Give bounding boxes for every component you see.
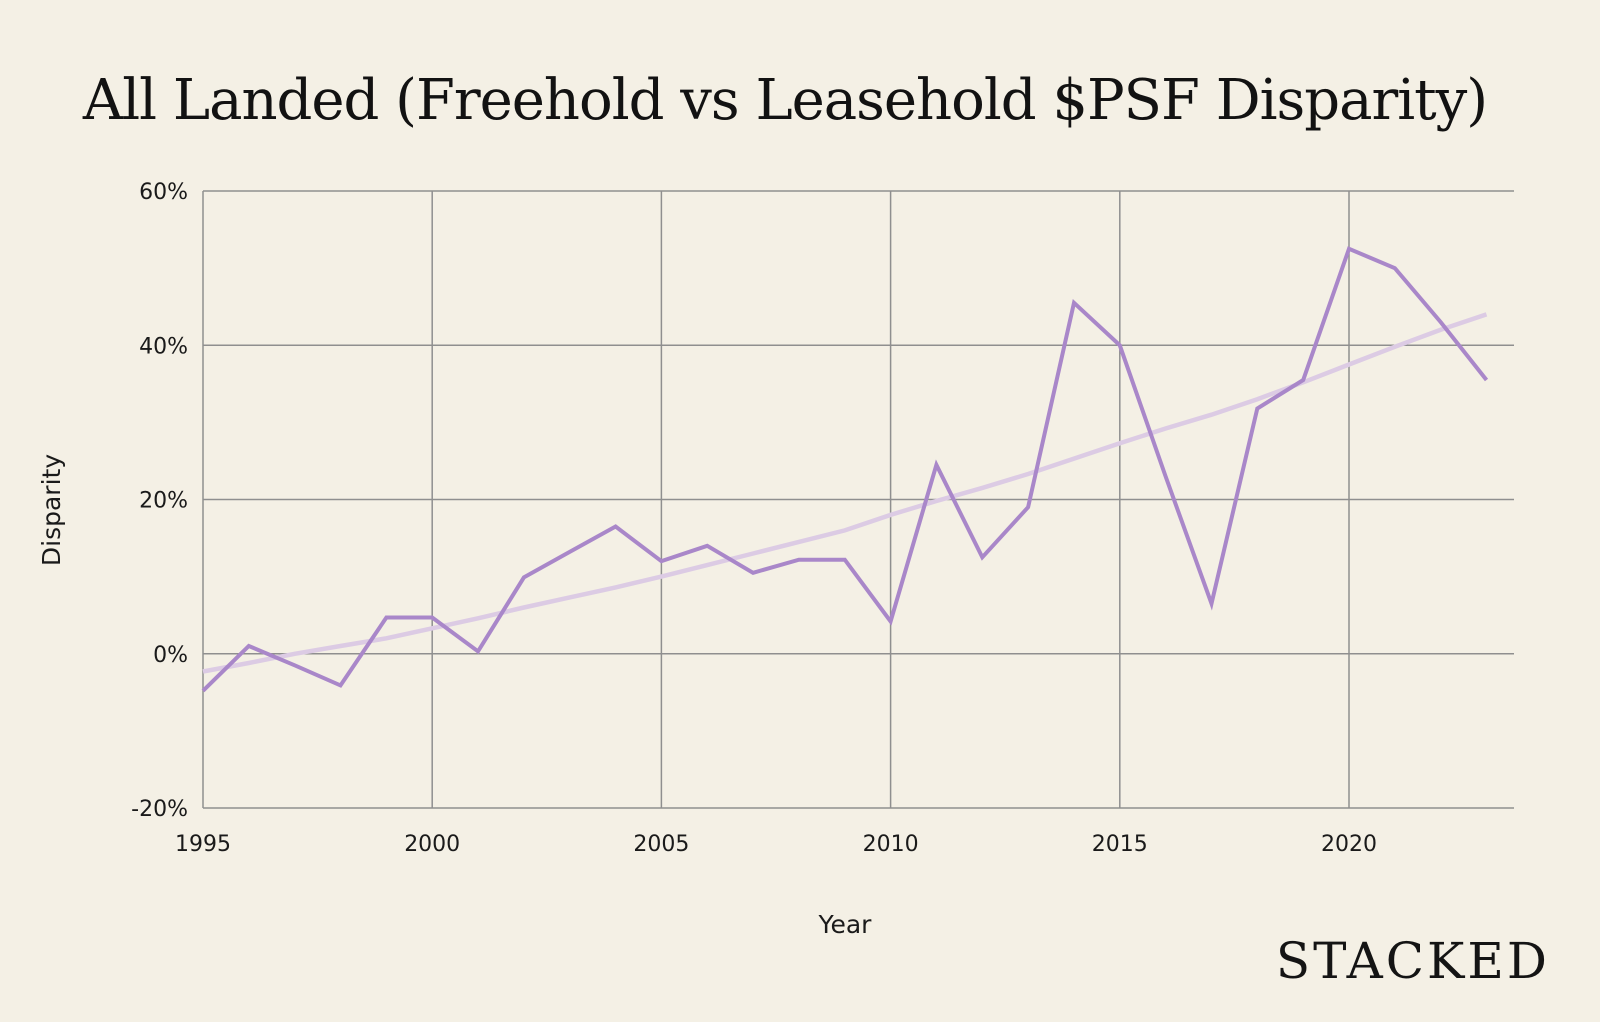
- y-tick-label: 40%: [139, 334, 188, 359]
- y-tick-label: 0%: [153, 643, 188, 668]
- y-tick-label: -20%: [131, 797, 188, 822]
- stacked-logo: STACKED: [1275, 932, 1550, 990]
- chart-title: All Landed (Freehold vs Leasehold $PSF D…: [82, 68, 1488, 133]
- y-axis-title: Disparity: [37, 454, 66, 566]
- y-tick-label: 20%: [139, 489, 188, 514]
- x-tick-label: 1995: [175, 832, 231, 857]
- series-line: [201, 246, 1489, 693]
- trendline-layer: [202, 312, 1488, 674]
- x-tick-label: 2020: [1321, 832, 1377, 857]
- grid: [202, 190, 1514, 809]
- x-tick-label: 2000: [404, 832, 460, 857]
- x-tick-label: 2010: [863, 832, 919, 857]
- x-tick-label: 2005: [633, 832, 689, 857]
- x-axis-title: Year: [818, 910, 873, 939]
- series-layer: [201, 246, 1489, 693]
- y-tick-label: 60%: [139, 180, 188, 205]
- x-tick-label: 2015: [1092, 832, 1148, 857]
- tick-labels: -20% 0% 20% 40% 60% 1995 2000 2005 2010 2015 2020: [131, 180, 1377, 857]
- trendline: [202, 312, 1488, 674]
